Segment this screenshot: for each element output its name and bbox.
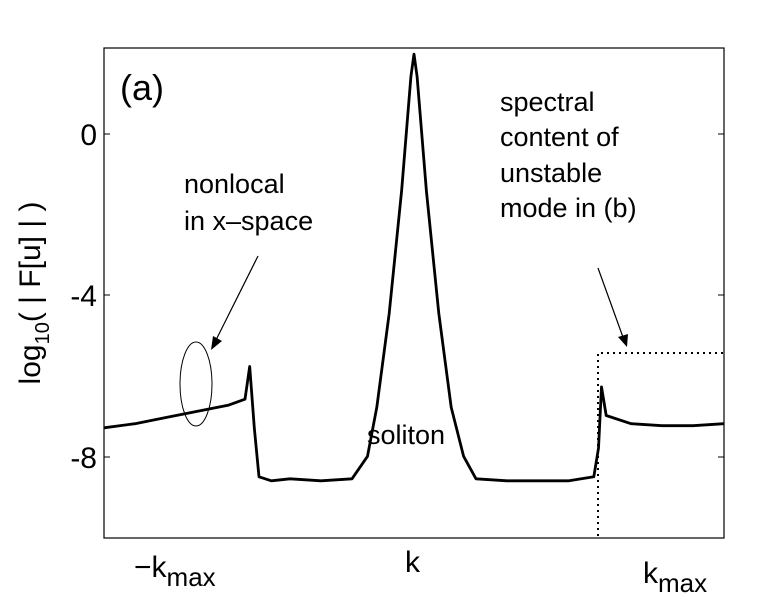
y-tick-label-m8: -8 [70,442,97,475]
annotation-spectral-line4: mode in (b) [500,193,637,223]
annotation-nonlocal-line2: in x–space [184,206,313,236]
y-tick-label-0: 0 [80,119,97,152]
annotation-nonlocal-line1: nonlocal [184,169,285,199]
annotation-spectral-line1: spectral [500,87,595,117]
x-tick-k-sub: max [658,568,707,598]
annotation-spectral: spectral content of unstable mode in (b) [500,87,637,223]
y-axis-label-subscript: 10 [32,322,54,344]
y-tick-marks [104,133,724,458]
x-tick-label-minus-kmax: −kmax [134,551,216,592]
annotation-spectral-arrowhead [618,334,628,347]
annotation-spectral-line2: content of [500,122,619,152]
annotation-nonlocal-arrowhead [211,336,222,350]
spectrum-series-line [103,52,725,483]
annotation-spectral-arrow [597,267,625,341]
y-axis-label-log: log [14,344,47,384]
x-tick-label-kmax: kmax [643,557,707,598]
panel-label: (a) [120,67,164,108]
y-tick-label-m4: -4 [70,280,97,313]
annotation-soliton: soliton [367,420,445,450]
x-tick-minus-k-sub: max [167,562,216,592]
unstable-region-box [597,352,724,536]
annotation-nonlocal: nonlocal in x–space [184,169,313,236]
x-tick-minus-k: −k [134,551,168,584]
plot-frame [103,47,725,539]
y-axis-label: log10( | F[u] | ) [14,202,54,385]
x-tick-k: k [643,557,659,590]
y-axis-label-rest: ( | F[u] | ) [14,202,47,323]
annotation-nonlocal-arrow [213,255,259,345]
annotation-spectral-line3: unstable [500,158,602,188]
x-tick-label-k: k [405,546,421,579]
nonlocal-highlight-ellipse [179,341,213,427]
